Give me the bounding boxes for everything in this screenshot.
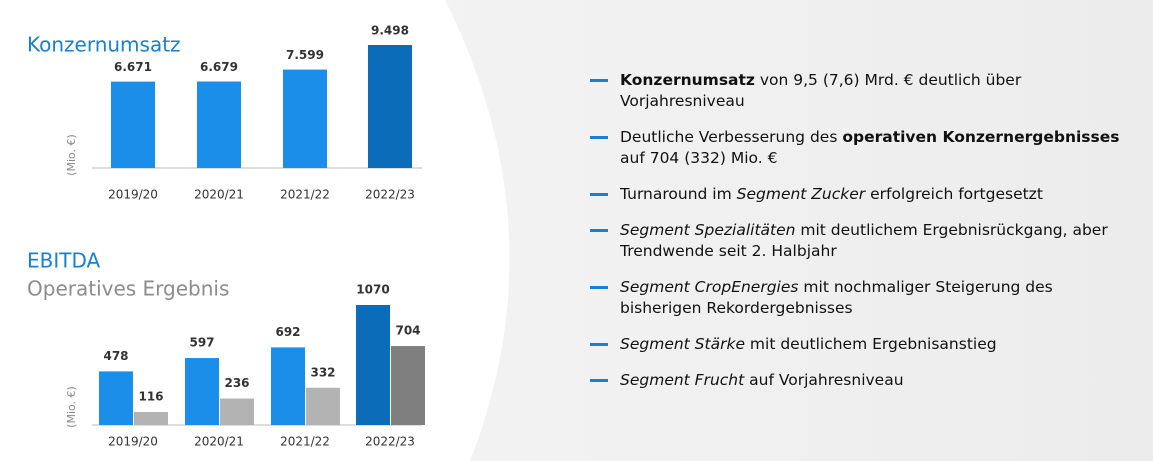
bullet-list: Konzernumsatz von 9,5 (7,6) Mrd. € deutl… (590, 70, 1135, 406)
x-tick-label: 2019/20 (108, 435, 158, 449)
bullet: Konzernumsatz von 9,5 (7,6) Mrd. € deutl… (590, 70, 1135, 112)
text-run: Turnaround im (620, 185, 737, 203)
bullet-dash (590, 343, 608, 346)
data-label: 9.498 (371, 24, 409, 38)
text-run: Segment Spezialitäten (620, 221, 796, 239)
bar (134, 411, 168, 425)
y-axis-label: (Mio. €) (65, 386, 78, 428)
data-label: 332 (310, 365, 335, 379)
data-label: 692 (275, 325, 300, 339)
bullet-dash (590, 286, 608, 289)
legend-label: EBITDA (27, 249, 101, 273)
text-run: Deutliche Verbesserung des (620, 128, 843, 146)
bar (306, 387, 340, 425)
x-tick-label: 2022/23 (365, 188, 415, 202)
bullet: Segment Stärke mit deutlichem Ergebnisan… (590, 334, 1135, 355)
data-label: 704 (395, 324, 420, 338)
bullet: Deutliche Verbesserung des operativen Ko… (590, 127, 1135, 169)
text-run: Segment Frucht (620, 371, 745, 389)
text-run: operativen Konzernergebnisses (842, 128, 1120, 146)
text-run: mit deutlichem Ergebnisrückgang, aber Tr… (620, 221, 1113, 260)
x-tick-label: 2021/22 (280, 435, 330, 449)
text-run: mit deutlichem Ergebnisanstieg (744, 335, 997, 353)
bar (185, 358, 219, 425)
bullet-dash (590, 193, 608, 196)
text-run: von 9,5 (7,6) Mrd. € deutlich über Vorja… (620, 71, 1027, 110)
text-run: Segment Zucker (736, 185, 866, 203)
bar (111, 81, 155, 168)
bar (197, 81, 241, 168)
x-tick-label: 2021/22 (280, 188, 330, 202)
data-label: 1070 (356, 283, 389, 297)
bullet: Turnaround im Segment Zucker erfolgreich… (590, 184, 1135, 205)
chart-title: Konzernumsatz (27, 33, 181, 57)
text-run: Segment CropEnergies (620, 278, 799, 296)
data-label: 6.679 (200, 60, 238, 74)
bar (368, 45, 412, 168)
data-label: 116 (138, 389, 163, 403)
x-tick-label: 2020/21 (194, 188, 244, 202)
text-run: mit nochmaliger Steigerung des bisherige… (620, 278, 1058, 317)
text-run: auf 704 (332) Mio. € (620, 128, 1125, 167)
text-run: Konzernumsatz (620, 71, 755, 89)
bar (283, 69, 327, 168)
bullet: Segment CropEnergies mit nochmaliger Ste… (590, 277, 1135, 319)
bullet: Segment Frucht auf Vorjahresniveau (590, 370, 1135, 391)
text-run: auf Vorjahresniveau (744, 371, 904, 389)
data-label: 6.671 (114, 60, 152, 74)
bar (99, 371, 133, 425)
y-axis-label: (Mio. €) (65, 134, 78, 176)
text-run: erfolgreich fortgesetzt (865, 185, 1043, 203)
bar (271, 347, 305, 425)
bullet-dash (590, 79, 608, 82)
bullet-dash (590, 379, 608, 382)
data-label: 7.599 (286, 48, 324, 62)
bullet-dash (590, 136, 608, 139)
bar (391, 346, 425, 425)
bar (356, 305, 390, 425)
x-tick-label: 2022/23 (365, 435, 415, 449)
data-label: 597 (189, 336, 214, 350)
data-label: 478 (103, 349, 128, 363)
data-label: 236 (224, 376, 249, 390)
text-run: Segment Stärke (620, 335, 745, 353)
bar (220, 398, 254, 425)
x-tick-label: 2020/21 (194, 435, 244, 449)
bullet-dash (590, 229, 608, 232)
bullet: Segment Spezialitäten mit deutlichem Erg… (590, 220, 1135, 262)
x-tick-label: 2019/20 (108, 188, 158, 202)
legend-label: Operatives Ergebnis (27, 277, 229, 301)
